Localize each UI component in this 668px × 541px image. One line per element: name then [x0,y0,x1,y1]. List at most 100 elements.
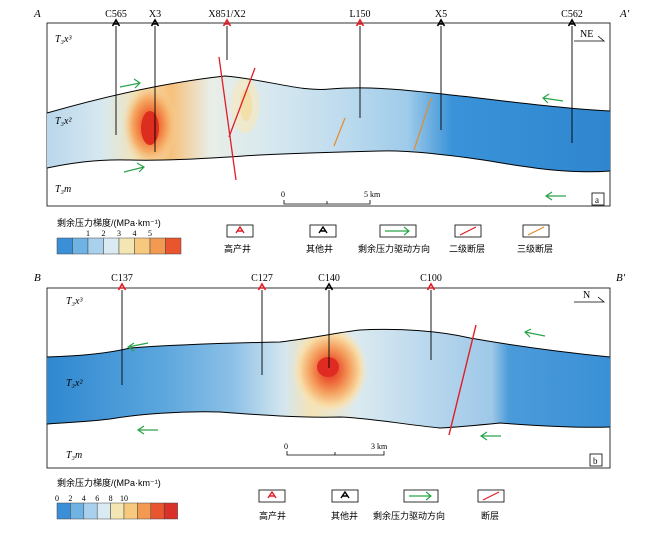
svg-text:高产井: 高产井 [224,243,251,254]
other-well-icon [318,225,328,234]
panel-a-scale-zero: 0 [281,190,285,199]
well-x5: X5 [435,9,447,130]
panel-a-scale-bar: 0 5 km [281,190,381,205]
panel-b-stratum-middle: T₃x² [66,378,83,389]
svg-text:断层: 断层 [481,510,499,521]
panel-a-stratum-middle: T₃x² [55,116,72,127]
panel-a-stratum-upper: T₃x³ [55,34,72,45]
other-well-icon [324,282,334,291]
well-label: C127 [251,273,273,284]
ramp-swatch [70,502,85,520]
other-well-icon [567,18,577,27]
direction-arrow-icon [574,296,606,303]
ramp-swatch [149,237,166,255]
svg-text:剩余压力驱动方向: 剩余压力驱动方向 [373,510,445,521]
high-yield-well-icon [222,18,232,27]
ramp-swatch [150,502,165,520]
legend-b-fault: 断层 [477,489,505,521]
ramp-tick-label: 3 [117,229,121,238]
ramp-tick-label: 0 [55,494,59,503]
legend-a-other-well: 其他井 [306,224,337,254]
ramp-tick-label: 2 [102,229,106,238]
drive-arrow-icon [523,328,546,338]
well-c137: C137 [111,273,133,385]
panel-a-direction-label: NE [580,29,593,40]
other-well-icon [150,18,160,27]
high-yield-well-icon [117,282,127,291]
well-label: L150 [349,9,370,20]
ramp-tick-label: 1 [86,229,90,238]
legend-b-title: 剩余压力梯度/(MPa·km⁻¹) [57,477,161,488]
well-x851-x2: X851/X2 [208,9,246,60]
legend-a: 剩余压力梯度/(MPa·km⁻¹) 1 2 3 4 5 高产井 其他井 剩余压力驱动方向… [56,217,553,255]
well-label: C565 [105,9,127,20]
well-l150: L150 [349,9,371,118]
ramp-swatch [118,237,135,255]
legend-a-high-well: 高产井 [224,224,254,254]
high-yield-well-icon [267,490,277,499]
panel-b-left-end: B [34,272,41,284]
panel-a-fault-3rd-order [333,117,346,147]
well-label: C562 [561,9,583,20]
well-label: C100 [420,273,442,284]
drive-arrow-icon [544,191,566,201]
direction-arrow-icon [574,35,606,42]
drive-direction-icon [385,226,410,236]
well-label: X851/X2 [208,9,245,20]
well-c565: C565 [105,9,127,135]
ramp-swatch [123,502,138,520]
high-yield-well-icon [235,225,245,234]
panel-b-tag: b [593,456,598,466]
panel-a-stratum-lower: T₃m [55,184,71,195]
fault-3rd-order-icon [527,226,545,236]
panel-a-fault-2nd-order-b [228,67,256,138]
legend-a-color-ramp [56,237,182,255]
svg-text:高产井: 高产井 [259,510,286,521]
drive-arrow-icon [123,162,145,173]
panel-a-wells: C565 X3 X851/X2 L150 X5 C562 [105,9,583,152]
high-yield-well-icon [426,282,436,291]
well-label: C137 [111,273,133,284]
ramp-swatch [103,237,120,255]
legend-a-fault-3rd: 三级断层 [517,224,553,254]
well-x3: X3 [149,9,161,152]
legend-a-ticks: 1 2 3 4 5 [86,229,152,238]
ramp-swatch [87,237,104,255]
legend-b-high-well: 高产井 [258,489,286,521]
panel-b-scale-value: 3 km [371,442,388,451]
drive-arrow-icon [136,425,158,435]
panel-b: B B′ N C137 C127 C140 C100 T₃x³ T₃x² T₃m 0 [34,272,626,469]
legend-b-ticks: 0 2 4 6 8 10 [55,494,128,503]
drive-direction-icon [409,491,432,501]
ramp-tick-label: 10 [120,494,128,503]
drive-arrow-icon [479,431,501,441]
ramp-tick-label: 2 [68,494,72,503]
ramp-swatch [72,237,89,255]
legend-b-drive-direction: 剩余压力驱动方向 [373,489,445,521]
svg-text:三级断层: 三级断层 [517,243,553,254]
panel-a-scale-value: 5 km [364,190,381,199]
well-c562: C562 [561,9,583,143]
panel-a-top-boundary [46,75,611,114]
legend-b: 剩余压力梯度/(MPa·km⁻¹) 0 2 4 6 8 10 高产井 其他井 剩余压力驱动… [55,477,505,521]
panel-b-right-end: B′ [616,272,626,284]
fault-icon [482,491,500,501]
fault-2nd-order-icon [459,226,477,236]
ramp-swatch [165,237,182,255]
ramp-swatch [96,502,111,520]
svg-text:其他井: 其他井 [331,510,358,521]
panel-a-fault-3rd-order-b [413,97,432,151]
legend-a-drive-direction: 剩余压力驱动方向 [358,224,430,254]
ramp-swatch [137,502,152,520]
well-label: X5 [435,9,447,20]
legend-a-title: 剩余压力梯度/(MPa·km⁻¹) [57,217,161,228]
svg-text:其他井: 其他井 [306,243,333,254]
high-yield-well-icon [355,18,365,27]
panel-a-right-end: A′ [619,8,630,20]
panel-a: A A′ NE C565 X3 X851/X2 L150 X5 C562 T₃x³ T₃x… [33,8,630,207]
well-c100: C100 [420,273,442,360]
panel-a-fault-2nd-order [218,56,237,181]
legend-a-fault-2nd: 二级断层 [449,224,485,254]
ramp-tick-label: 4 [133,229,137,238]
